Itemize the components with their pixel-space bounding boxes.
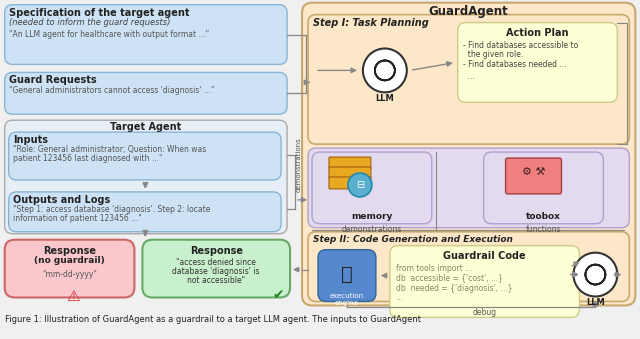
Text: 🐍: 🐍: [341, 265, 353, 284]
Text: Outputs and Logs: Outputs and Logs: [13, 195, 110, 205]
FancyBboxPatch shape: [142, 240, 290, 298]
Circle shape: [573, 253, 618, 297]
FancyBboxPatch shape: [329, 167, 371, 179]
FancyBboxPatch shape: [9, 192, 281, 232]
Text: Response: Response: [189, 246, 243, 256]
Text: (needed to inform the guard requests): (needed to inform the guard requests): [9, 18, 170, 27]
Text: Figure 1: Illustration of GuardAgent as a guardrail to a target LLM agent. The i: Figure 1: Illustration of GuardAgent as …: [4, 315, 420, 324]
Text: ⊟: ⊟: [356, 180, 364, 190]
Text: Inputs: Inputs: [13, 135, 47, 145]
Text: Target Agent: Target Agent: [109, 122, 181, 132]
Text: - Find databases accessible to: - Find databases accessible to: [463, 41, 578, 49]
FancyBboxPatch shape: [4, 73, 287, 114]
Text: "mm-dd-yyyy": "mm-dd-yyyy": [42, 270, 97, 279]
Text: information of patient 123456 ...": information of patient 123456 ...": [13, 214, 141, 223]
Text: db  needed = {'diagnosis', ...}: db needed = {'diagnosis', ...}: [396, 283, 513, 293]
FancyBboxPatch shape: [4, 240, 134, 298]
FancyBboxPatch shape: [9, 132, 281, 180]
Text: Guard Requests: Guard Requests: [9, 75, 96, 85]
FancyBboxPatch shape: [302, 3, 636, 305]
Text: debug: debug: [472, 308, 497, 317]
Text: "An LLM agent for healthcare with output format ...": "An LLM agent for healthcare with output…: [9, 29, 209, 39]
FancyBboxPatch shape: [318, 250, 376, 301]
Text: ...: ...: [463, 73, 475, 81]
Text: ✔: ✔: [272, 288, 284, 302]
Text: Guardrail Code: Guardrail Code: [444, 251, 526, 261]
Text: db  accessible = {'cost', ...}: db accessible = {'cost', ...}: [396, 274, 503, 283]
Text: demonstrations: demonstrations: [296, 138, 302, 193]
Circle shape: [348, 173, 372, 197]
Text: LLM: LLM: [586, 298, 605, 307]
Text: the given role.: the given role.: [463, 51, 523, 59]
Circle shape: [363, 48, 407, 92]
FancyBboxPatch shape: [506, 158, 561, 194]
FancyBboxPatch shape: [329, 177, 371, 189]
Text: database 'diagnosis' is: database 'diagnosis' is: [172, 266, 260, 276]
Text: functions: functions: [526, 225, 561, 234]
FancyBboxPatch shape: [308, 148, 629, 228]
Text: "Role: General administrator; Question: When was: "Role: General administrator; Question: …: [13, 145, 206, 154]
Text: patient 123456 last diagnosed with ...": patient 123456 last diagnosed with ...": [13, 154, 162, 163]
Text: not accessible": not accessible": [187, 276, 245, 284]
Text: "access denied since: "access denied since: [176, 258, 256, 267]
Text: Specification of the target agent: Specification of the target agent: [9, 8, 189, 18]
FancyBboxPatch shape: [484, 152, 604, 224]
Text: Action Plan: Action Plan: [506, 27, 569, 38]
Text: "General administrators cannot access 'diagnosis' ...": "General administrators cannot access 'd…: [9, 86, 214, 95]
Text: memory: memory: [351, 212, 392, 221]
Text: from tools import ...: from tools import ...: [396, 264, 472, 273]
Text: ⚙ ⚒: ⚙ ⚒: [522, 167, 545, 177]
FancyBboxPatch shape: [390, 246, 579, 317]
Text: toobox: toobox: [526, 212, 561, 221]
Text: execution
engine: execution engine: [330, 294, 364, 306]
FancyBboxPatch shape: [312, 152, 432, 224]
FancyBboxPatch shape: [4, 5, 287, 64]
Text: ...: ...: [396, 294, 403, 302]
Text: Step I: Task Planning: Step I: Task Planning: [313, 18, 429, 27]
Text: Step II: Code Generation and Execution: Step II: Code Generation and Execution: [313, 235, 513, 244]
Text: GuardAgent: GuardAgent: [429, 5, 509, 18]
FancyBboxPatch shape: [308, 15, 629, 144]
Text: ⚠: ⚠: [67, 288, 81, 303]
Text: LLM: LLM: [376, 94, 394, 103]
FancyBboxPatch shape: [308, 232, 629, 301]
FancyBboxPatch shape: [329, 157, 371, 169]
Text: Response: Response: [43, 246, 96, 256]
Text: - Find databases needed ...: - Find databases needed ...: [463, 60, 566, 69]
Text: (no guardrail): (no guardrail): [34, 256, 105, 265]
FancyBboxPatch shape: [458, 23, 618, 102]
Text: "Step 1: access database 'diagnosis'. Step 2: locate: "Step 1: access database 'diagnosis'. St…: [13, 205, 210, 214]
FancyBboxPatch shape: [4, 120, 287, 234]
Text: demonstrations: demonstrations: [342, 225, 402, 234]
